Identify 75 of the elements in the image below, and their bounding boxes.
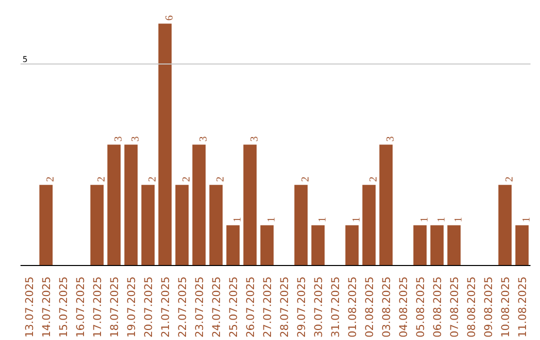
bar [90,184,104,266]
ref-line-label: 5 [22,54,28,64]
x-tick-label: 18.07.2025 [108,276,121,338]
bar [311,225,325,266]
x-tick-label: 04.08.2025 [397,276,410,338]
data-label: 2 [368,176,380,182]
x-tick-label: 26.07.2025 [244,276,257,338]
x-tick-label: 29.07.2025 [295,276,308,338]
bar [124,144,138,266]
bar [260,225,274,266]
x-tick-label: 10.08.2025 [499,276,512,338]
bar [192,144,206,266]
x-tick-label: 30.07.2025 [312,276,325,338]
x-tick-label: 25.07.2025 [227,276,240,338]
x-tick-label: 17.07.2025 [91,276,104,338]
x-tick-label: 23.07.2025 [193,276,206,338]
data-label: 1 [232,216,244,222]
bar [362,184,376,266]
x-tick-label: 15.07.2025 [57,276,70,338]
data-label: 1 [522,216,532,222]
x-tick-label: 27.07.2025 [261,276,274,338]
data-label: 3 [250,136,260,142]
x-tick-label: 19.07.2025 [125,276,138,338]
bar [447,225,461,266]
bar [209,184,223,266]
bar [345,225,359,266]
x-tick-label: 20.07.2025 [142,276,155,338]
bar [226,225,240,266]
x-tick-label: 08.08.2025 [465,276,478,338]
bar [107,144,121,266]
data-label: 2 [182,176,192,182]
x-tick-label: 16.07.2025 [74,276,87,338]
data-label: 1 [352,216,362,222]
bar [39,184,53,266]
data-label: 3 [130,136,142,142]
data-label: 3 [198,136,210,142]
data-label: 2 [96,176,108,182]
bar [430,225,444,266]
data-label: 2 [46,176,56,182]
data-label: 3 [386,136,396,142]
data-label: 1 [454,216,464,222]
data-label: 2 [148,176,158,182]
x-tick-label: 06.08.2025 [431,276,444,338]
data-label: 2 [504,176,516,182]
bar [243,144,257,266]
data-label: 1 [318,216,328,222]
bar [175,184,189,266]
data-label: 1 [420,216,430,222]
data-label: 3 [114,136,124,142]
x-tick-label: 14.07.2025 [40,276,53,338]
x-tick-label: 03.08.2025 [380,276,393,338]
x-tick-label: 05.08.2025 [414,276,427,338]
x-tick-label: 22.07.2025 [176,276,189,338]
bar [294,184,308,266]
x-tick-label: 28.07.2025 [278,276,291,338]
x-tick-label: 07.08.2025 [448,276,461,338]
bar [413,225,427,266]
data-label: 1 [266,216,278,222]
bar [498,184,512,266]
bar [158,24,172,266]
data-label: 6 [164,14,176,21]
x-tick-label: 24.07.2025 [210,276,223,338]
x-tick-label: 02.08.2025 [363,276,376,338]
x-tick-label: 09.08.2025 [482,276,495,338]
bar [515,225,529,266]
x-tick-label: 21.07.2025 [159,276,172,338]
x-tick-label: 01.08.2025 [346,276,359,338]
data-label: 1 [436,216,448,222]
bar [379,144,393,266]
data-label: 2 [216,176,226,182]
x-tick-label: 13.07.2025 [23,276,36,338]
bar [141,184,155,266]
x-tick-label: 11.08.2025 [516,276,529,338]
data-label: 2 [300,176,312,182]
x-tick-label: 31.07.2025 [329,276,342,338]
